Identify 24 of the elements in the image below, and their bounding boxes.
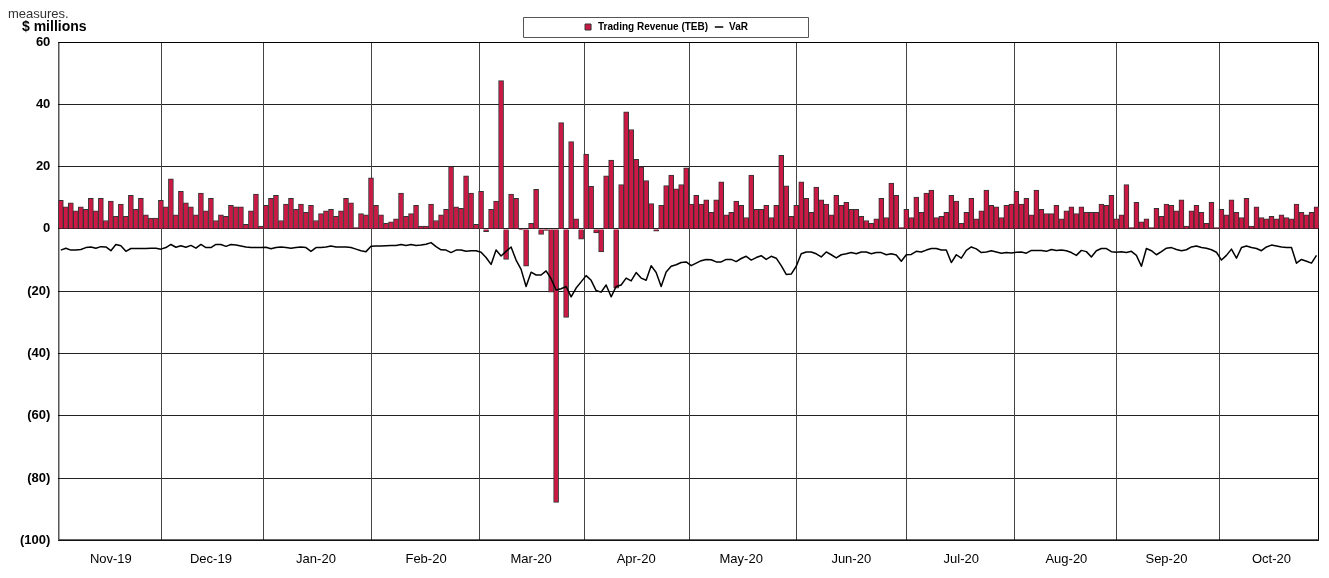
x-tick-label: Aug-20 xyxy=(1045,550,1088,566)
y-tick-label: (60) xyxy=(27,407,51,423)
legend-label: VaR xyxy=(729,20,749,32)
x-tick-label: Jul-20 xyxy=(943,550,980,566)
x-tick-label: Jan-20 xyxy=(296,550,336,566)
x-tick-label: Dec-19 xyxy=(189,550,232,566)
y-axis-title: $ millions xyxy=(22,17,87,34)
x-tick-label: Sep-20 xyxy=(1145,550,1188,566)
y-tick-label: (40) xyxy=(27,345,51,361)
x-tick-label: Oct-20 xyxy=(1251,550,1291,566)
y-tick-label: 40 xyxy=(35,95,51,111)
x-tick-label: Nov-19 xyxy=(89,550,132,566)
y-tick-label: (20) xyxy=(27,282,51,298)
y-tick-label: 20 xyxy=(35,158,51,174)
x-tick-label: May-20 xyxy=(719,550,763,566)
x-tick-label: Apr-20 xyxy=(616,550,656,566)
x-tick-label: Mar-20 xyxy=(510,550,552,566)
y-tick-label: (100) xyxy=(19,531,51,547)
y-tick-label: (80) xyxy=(27,469,51,485)
y-tick-label: 0 xyxy=(43,220,51,236)
x-tick-label: Feb-20 xyxy=(405,550,447,566)
legend-label: Trading Revenue (TEB) xyxy=(598,20,709,32)
x-tick-label: Jun-20 xyxy=(831,550,872,566)
y-tick-label: 60 xyxy=(35,33,51,49)
